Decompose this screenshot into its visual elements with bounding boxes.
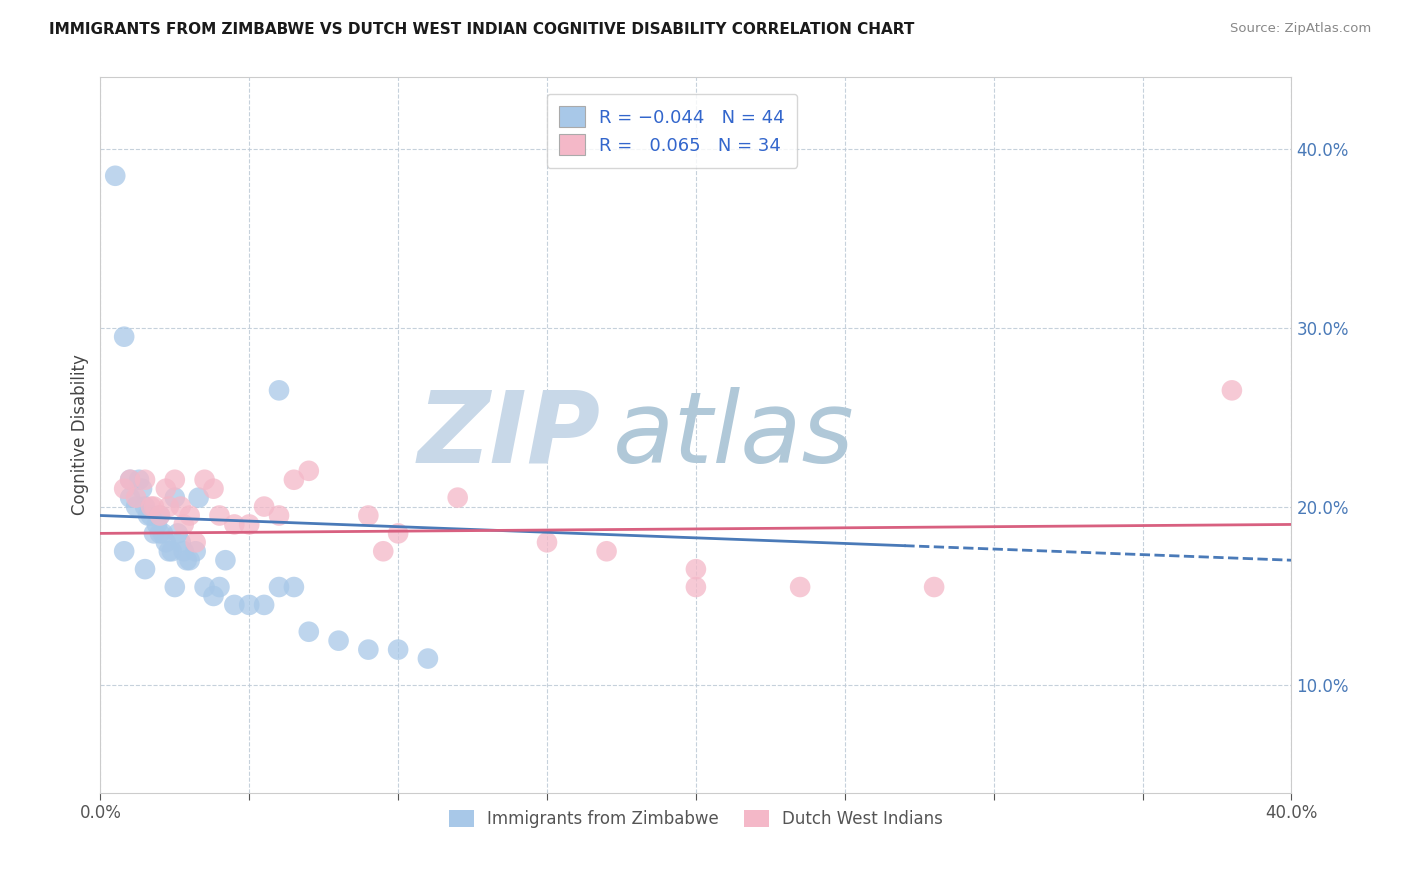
Point <box>238 517 260 532</box>
Point <box>789 580 811 594</box>
Point <box>112 482 135 496</box>
Text: ZIP: ZIP <box>418 386 600 483</box>
Point <box>267 580 290 594</box>
Point <box>298 624 321 639</box>
Point <box>179 553 201 567</box>
Point <box>157 544 180 558</box>
Point <box>142 526 165 541</box>
Text: IMMIGRANTS FROM ZIMBABWE VS DUTCH WEST INDIAN COGNITIVE DISABILITY CORRELATION C: IMMIGRANTS FROM ZIMBABWE VS DUTCH WEST I… <box>49 22 914 37</box>
Point <box>134 500 156 514</box>
Point <box>357 508 380 523</box>
Point <box>595 544 617 558</box>
Point <box>224 517 246 532</box>
Point <box>155 482 177 496</box>
Point <box>104 169 127 183</box>
Point <box>224 598 246 612</box>
Point <box>149 526 172 541</box>
Point <box>536 535 558 549</box>
Point <box>166 526 188 541</box>
Point <box>163 473 186 487</box>
Point <box>387 526 409 541</box>
Legend: Immigrants from Zimbabwe, Dutch West Indians: Immigrants from Zimbabwe, Dutch West Ind… <box>441 803 949 834</box>
Y-axis label: Cognitive Disability: Cognitive Disability <box>72 355 89 516</box>
Point <box>170 535 193 549</box>
Point <box>149 508 172 523</box>
Point <box>267 508 290 523</box>
Point <box>685 562 707 576</box>
Point <box>357 642 380 657</box>
Point <box>120 473 142 487</box>
Point <box>214 553 236 567</box>
Point <box>416 651 439 665</box>
Point <box>170 500 193 514</box>
Point <box>176 553 198 567</box>
Point <box>187 491 209 505</box>
Point <box>253 598 276 612</box>
Point <box>134 473 156 487</box>
Point <box>173 517 195 532</box>
Point <box>298 464 321 478</box>
Point <box>163 580 186 594</box>
Point <box>179 508 201 523</box>
Point <box>208 580 231 594</box>
Point <box>120 473 142 487</box>
Point <box>120 491 142 505</box>
Point <box>1220 384 1243 398</box>
Point <box>238 598 260 612</box>
Text: atlas: atlas <box>613 386 855 483</box>
Point <box>139 508 162 523</box>
Text: Source: ZipAtlas.com: Source: ZipAtlas.com <box>1230 22 1371 36</box>
Point <box>152 526 174 541</box>
Point <box>194 473 217 487</box>
Point <box>128 473 150 487</box>
Point <box>173 544 195 558</box>
Point <box>202 589 225 603</box>
Point <box>184 535 207 549</box>
Point <box>155 535 177 549</box>
Point <box>685 580 707 594</box>
Point <box>253 500 276 514</box>
Point <box>134 562 156 576</box>
Point <box>283 473 305 487</box>
Point <box>139 500 162 514</box>
Point <box>267 384 290 398</box>
Point <box>283 580 305 594</box>
Point <box>142 500 165 514</box>
Point <box>194 580 217 594</box>
Point <box>163 491 186 505</box>
Point <box>125 491 148 505</box>
Point <box>131 482 153 496</box>
Point <box>328 633 350 648</box>
Point <box>112 544 135 558</box>
Point <box>112 329 135 343</box>
Point <box>373 544 395 558</box>
Point <box>160 544 183 558</box>
Point <box>922 580 945 594</box>
Point <box>202 482 225 496</box>
Point <box>157 500 180 514</box>
Point <box>387 642 409 657</box>
Point <box>136 508 159 523</box>
Point <box>146 517 169 532</box>
Point <box>447 491 470 505</box>
Point <box>208 508 231 523</box>
Point <box>125 500 148 514</box>
Point <box>149 508 172 523</box>
Point <box>184 544 207 558</box>
